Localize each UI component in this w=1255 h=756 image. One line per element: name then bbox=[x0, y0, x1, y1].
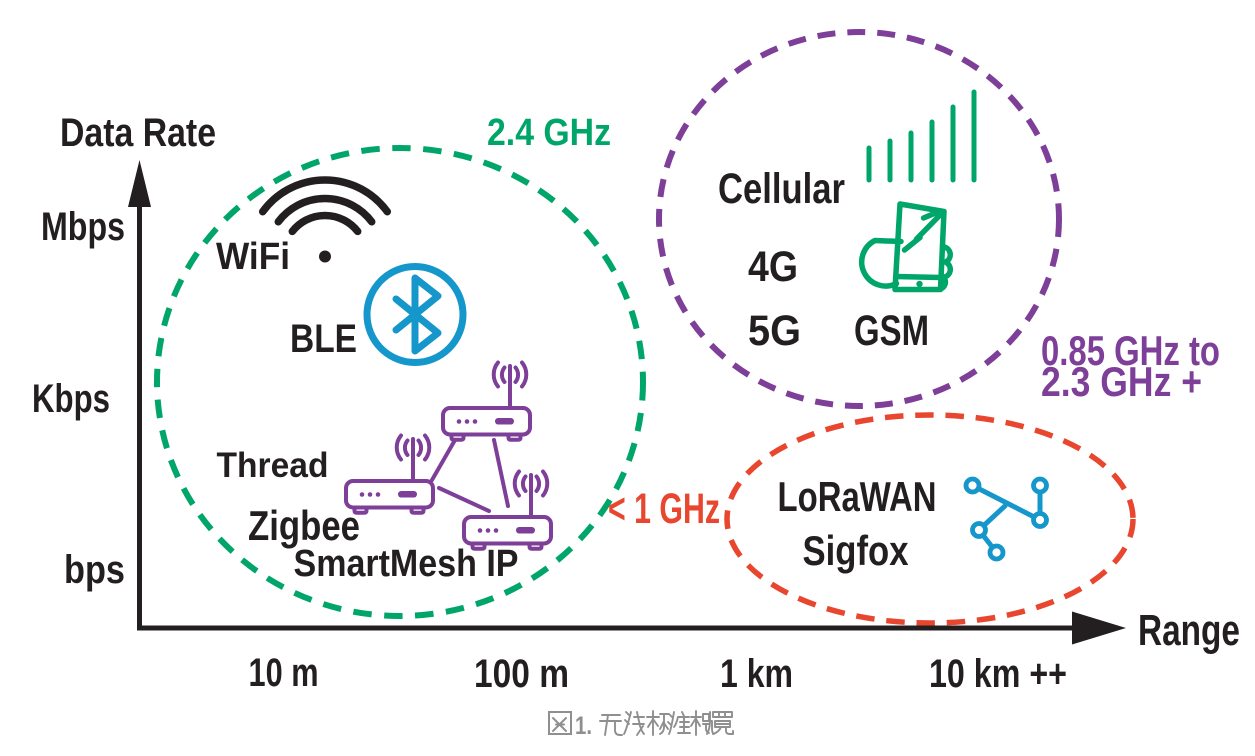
svg-text:Range: Range bbox=[1138, 606, 1240, 655]
svg-text:Zigbee: Zigbee bbox=[248, 502, 360, 549]
svg-text:Mbps: Mbps bbox=[41, 205, 125, 249]
svg-text:1 km: 1 km bbox=[720, 652, 793, 696]
svg-text:4G: 4G bbox=[748, 243, 798, 291]
svg-text:Sigfox: Sigfox bbox=[803, 527, 910, 574]
svg-text:Cellular: Cellular bbox=[718, 165, 845, 213]
svg-text:2.4 GHz: 2.4 GHz bbox=[487, 112, 611, 154]
svg-text:WiFi: WiFi bbox=[216, 236, 290, 278]
svg-text:Data Rate: Data Rate bbox=[60, 111, 216, 155]
svg-text:10 m: 10 m bbox=[249, 651, 319, 695]
svg-text:100 m: 100 m bbox=[474, 652, 569, 696]
svg-text:Thread: Thread bbox=[217, 446, 329, 485]
svg-text:1.: 1. bbox=[575, 712, 592, 740]
svg-text:0.85 GHz to: 0.85 GHz to bbox=[1041, 327, 1220, 374]
svg-text:bps: bps bbox=[64, 548, 125, 592]
svg-text:10 km ++: 10 km ++ bbox=[929, 652, 1067, 696]
svg-text:LoRaWAN: LoRaWAN bbox=[778, 473, 937, 520]
svg-text:2.3 GHz +: 2.3 GHz + bbox=[1041, 358, 1202, 405]
svg-text:GSM: GSM bbox=[854, 307, 929, 355]
svg-text:< 1 GHz: < 1 GHz bbox=[608, 485, 720, 533]
svg-text:Kbps: Kbps bbox=[32, 377, 110, 421]
svg-text:5G: 5G bbox=[748, 307, 801, 355]
svg-text:BLE: BLE bbox=[290, 317, 357, 361]
